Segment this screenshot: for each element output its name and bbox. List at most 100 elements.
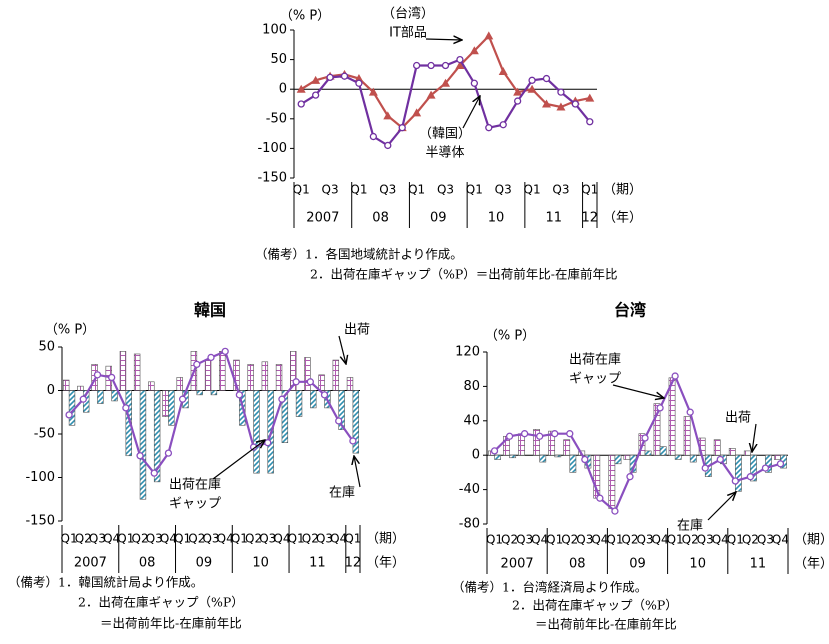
marker: [368, 87, 378, 96]
marker: [585, 93, 595, 102]
y-tick-label: 50: [270, 52, 287, 67]
annotation-arrow: [462, 96, 480, 129]
bar: [774, 454, 781, 460]
marker: [355, 79, 363, 87]
bar: [275, 364, 283, 391]
y-unit-label: （% P）: [485, 329, 535, 344]
x-tick-label: Q2: [621, 533, 638, 547]
annotation: 半導体: [425, 146, 464, 161]
x-tick-label: Q3: [552, 183, 569, 197]
bar: [148, 381, 155, 391]
bar: [494, 454, 501, 460]
bar: [119, 351, 127, 391]
marker: [498, 66, 508, 75]
bar: [689, 454, 697, 463]
marker: [297, 100, 305, 108]
bar: [644, 450, 652, 456]
annotation: 出荷: [344, 323, 370, 338]
marker: [513, 87, 523, 96]
year-label: 2007: [501, 557, 534, 572]
year-label: 08: [372, 211, 389, 226]
x-tick-label: Q4: [273, 532, 290, 546]
annotation-arrow: [707, 492, 736, 521]
year-unit-label: （年）: [366, 556, 405, 571]
bar: [281, 390, 289, 444]
marker: [551, 430, 559, 438]
year-label: 11: [309, 556, 326, 571]
year-label: 09: [629, 557, 646, 572]
marker: [556, 102, 566, 111]
marker: [557, 88, 565, 96]
x-tick-label: Q4: [330, 532, 347, 546]
marker: [469, 46, 479, 55]
annotation-arrow: [354, 456, 361, 488]
y-tick-label: -40: [459, 482, 480, 497]
marker: [485, 124, 493, 132]
marker: [164, 449, 173, 457]
marker: [611, 507, 619, 515]
y-tick-label: -100: [257, 141, 287, 156]
year-label: 12: [345, 556, 362, 571]
bar: [332, 359, 340, 391]
marker: [320, 391, 329, 399]
marker: [656, 404, 664, 412]
x-tick-label: Q2: [742, 533, 759, 547]
x-tick-label: Q4: [772, 533, 789, 547]
marker: [776, 460, 785, 468]
marker: [542, 99, 551, 108]
bar: [310, 390, 317, 409]
marker: [586, 118, 594, 126]
marker: [354, 74, 364, 83]
x-tick-label: Q4: [103, 532, 120, 546]
marker: [701, 464, 709, 472]
x-tick-label: Q1: [61, 532, 78, 546]
annotation: ギャップ: [569, 372, 621, 387]
year-label: 08: [139, 556, 156, 571]
marker: [384, 141, 392, 150]
annotation: IT部品: [389, 26, 427, 41]
bar: [125, 390, 132, 457]
period-label: （期）: [794, 533, 829, 548]
bar: [569, 454, 577, 473]
year-label: 11: [545, 211, 562, 226]
bar: [97, 390, 104, 404]
bar: [713, 439, 721, 456]
year-unit-label: （年）: [794, 557, 829, 572]
x-tick-label: Q1: [408, 183, 425, 197]
annotation-arrow: [752, 423, 756, 452]
marker: [456, 55, 464, 64]
annotation: （台湾）: [382, 6, 434, 22]
marker: [470, 79, 479, 87]
note: （備考）1．台湾経済局より作成。: [452, 580, 647, 595]
marker: [178, 395, 187, 403]
marker: [566, 430, 574, 438]
bar: [139, 390, 147, 500]
annotation: 出荷在庫: [169, 478, 221, 493]
x-tick-label: Q3: [516, 533, 533, 547]
y-tick-label: 50: [38, 340, 55, 355]
marker: [292, 378, 300, 386]
x-tick-label: Q1: [344, 532, 361, 546]
bar: [750, 454, 757, 482]
annotation-arrow: [425, 39, 462, 40]
marker: [311, 75, 321, 84]
y-tick-label: 0: [279, 82, 287, 97]
x-tick-label: Q1: [174, 532, 191, 546]
annotation: 出荷在庫: [569, 353, 621, 368]
marker: [542, 74, 551, 83]
x-tick-label: Q2: [245, 532, 262, 546]
bar: [608, 454, 616, 509]
annotation: ギャップ: [169, 497, 221, 512]
x-tick-label: Q1: [727, 533, 744, 547]
bar: [623, 454, 631, 460]
bar: [683, 416, 691, 456]
x-tick-label: Q2: [682, 533, 699, 547]
marker: [79, 395, 87, 403]
bar: [176, 377, 183, 391]
x-tick-label: Q2: [188, 532, 205, 546]
x-tick-label: Q4: [531, 533, 548, 547]
marker: [536, 432, 544, 440]
note: （備考）1．各国地域統計より作成。: [255, 247, 463, 262]
bar: [554, 454, 562, 458]
marker: [746, 473, 755, 481]
